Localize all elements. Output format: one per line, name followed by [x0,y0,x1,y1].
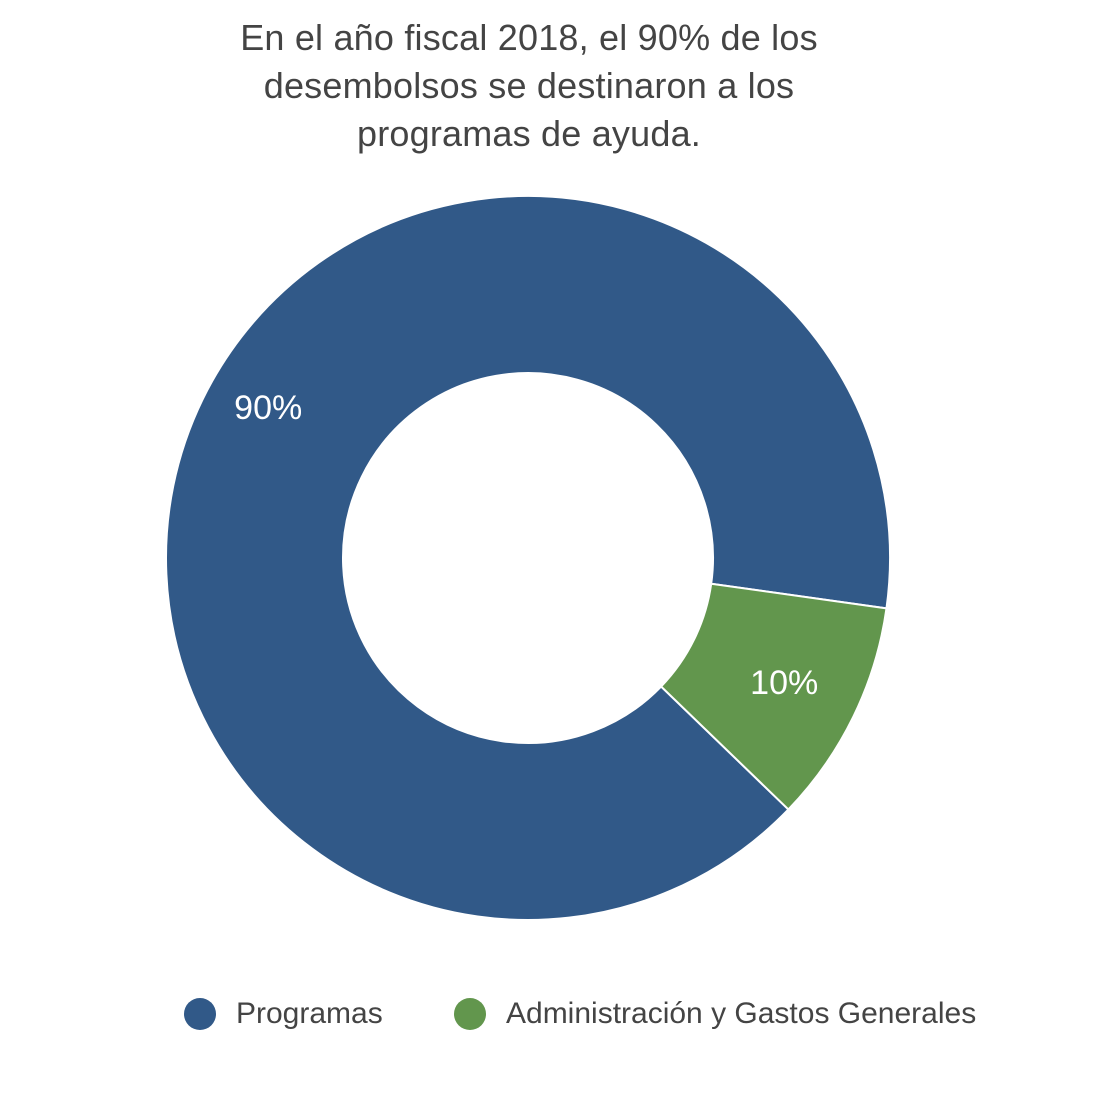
legend-item-administracion[interactable]: Administración y Gastos Generales [454,992,976,1036]
slice-programas[interactable] [165,195,891,921]
chart-title: En el año fiscal 2018, el 90% de los des… [149,14,909,158]
legend-swatch-administracion [454,998,486,1030]
slice-administracion[interactable] [659,582,888,811]
chart-title-line-1: En el año fiscal 2018, el 90% de los [240,17,818,58]
slice-label-programas: 90% [234,389,302,427]
chart-legend: Programas Administración y Gastos Genera… [0,992,1098,1036]
chart-title-line-2: desembolsos se destinaron a los [263,65,795,106]
legend-label-programas: Programas [236,997,383,1030]
legend-swatch-programas [184,998,216,1030]
slice-label-administracion: 10% [750,664,818,702]
chart-title-line-3: programas de ayuda. [356,113,701,154]
legend-label-administracion: Administración y Gastos Generales [506,997,977,1030]
legend-item-programas[interactable]: Programas [184,992,383,1036]
